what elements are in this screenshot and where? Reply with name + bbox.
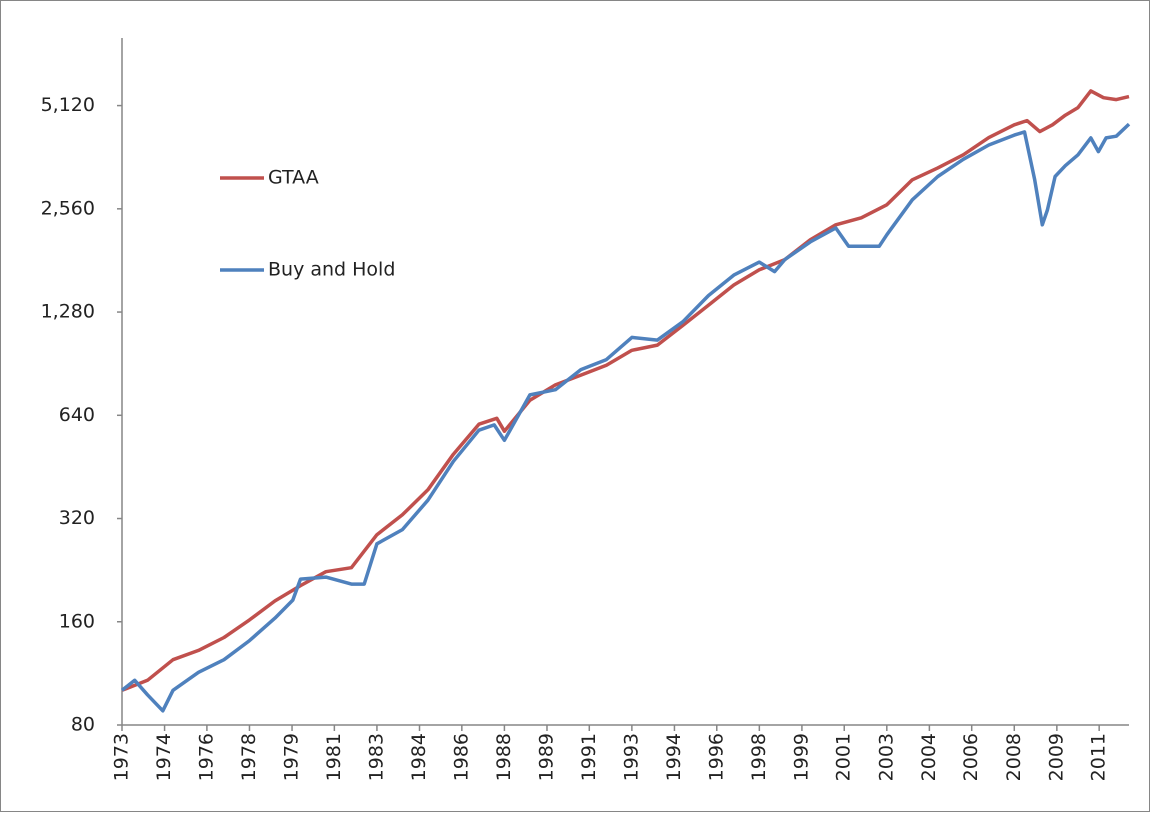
x-tick-label: 1978	[238, 733, 260, 781]
y-tick-label: 1,280	[41, 301, 95, 323]
y-tick-label: 320	[59, 507, 95, 529]
x-tick-label: 1984	[408, 733, 430, 781]
legend-label: Buy and Hold	[268, 259, 395, 281]
x-tick-label: 1989	[535, 733, 557, 781]
series-line	[120, 122, 1131, 713]
x-tick-label: 2008	[1003, 733, 1025, 781]
x-tick-label: 1983	[365, 733, 387, 781]
x-tick-label: 1976	[195, 733, 217, 781]
x-tick-label: 2004	[918, 733, 940, 781]
x-tick-label: 2011	[1088, 733, 1110, 781]
legend-label: GTAA	[268, 167, 319, 189]
x-tick-label: 2001	[833, 733, 855, 781]
y-tick-label: 2,560	[41, 197, 95, 219]
y-tick-label: 5,120	[41, 94, 95, 116]
x-tick-label: 1999	[790, 733, 812, 781]
y-tick-label: 160	[59, 610, 95, 632]
y-tick-label: 640	[59, 404, 95, 426]
x-tick-label: 1979	[281, 733, 303, 781]
x-tick-label: 1974	[153, 733, 175, 781]
x-tick-label: 2003	[875, 733, 897, 781]
x-tick-label: 1994	[663, 733, 685, 781]
y-tick-label: 80	[71, 714, 95, 736]
x-tick-label: 2009	[1045, 733, 1067, 781]
x-tick-label: 1986	[450, 733, 472, 781]
x-tick-label: 1973	[111, 733, 133, 781]
x-tick-label: 1996	[705, 733, 727, 781]
x-tick-label: 1988	[493, 733, 515, 781]
x-tick-label: 1991	[578, 733, 600, 781]
x-tick-label: 2006	[960, 733, 982, 781]
x-tick-label: 1998	[748, 733, 770, 781]
x-tick-label: 1993	[620, 733, 642, 781]
x-tick-label: 1981	[323, 733, 345, 781]
